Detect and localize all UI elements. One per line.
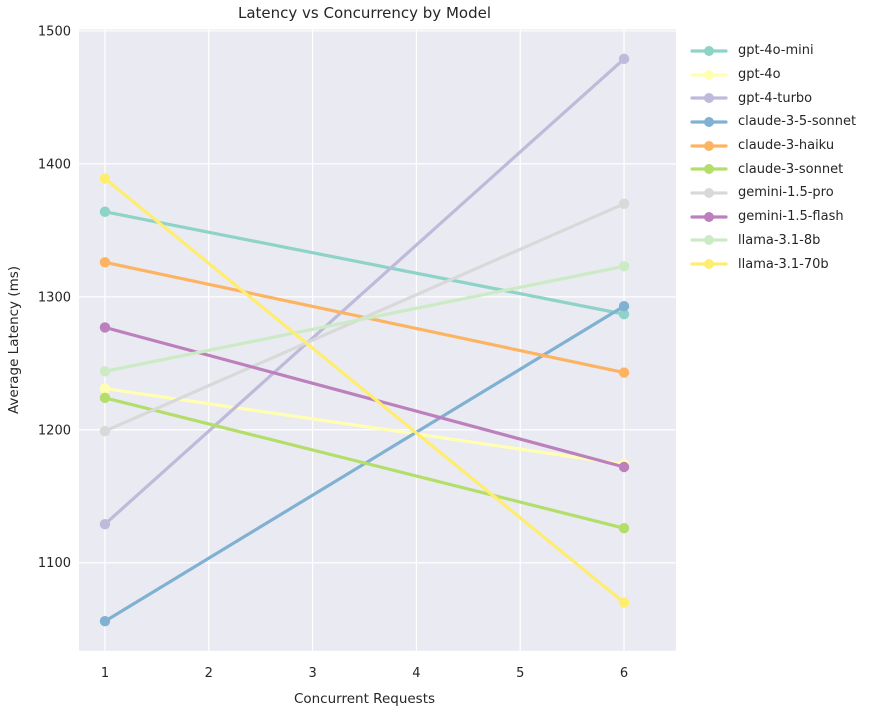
legend-item-claude-3-5-sonnet: claude-3-5-sonnet — [690, 110, 856, 134]
series-line-llama-3.1-8b — [103, 264, 626, 373]
legend-item-llama-3.1-70b: llama-3.1-70b — [690, 252, 856, 276]
series-line-gpt-4o-mini — [103, 210, 626, 316]
legend-line-marker-icon — [690, 69, 728, 80]
x-axis-label: Concurrent Requests — [294, 691, 435, 707]
plot-background-group — [79, 29, 676, 651]
series-line-llama-3.1-70b — [103, 176, 626, 605]
series-marker-gemini-1.5-flash-x1 — [99, 322, 111, 333]
legend-line-marker-icon — [690, 187, 728, 198]
tick-labels-group: 1100 1200 1300 1400 1500 1 2 3 4 5 6 — [38, 24, 628, 681]
series-marker-gpt-4o-mini-x1 — [99, 206, 111, 217]
series-marker-llama-3.1-70b-x6 — [618, 597, 630, 608]
plot-area-background — [79, 29, 676, 651]
series-line-gpt-4-turbo — [103, 57, 626, 526]
legend-dot-gpt-4o — [704, 69, 714, 80]
legend-item-gpt-4o-mini: gpt-4o-mini — [690, 39, 856, 63]
legend-label-claude-3-sonnet: claude-3-sonnet — [738, 161, 844, 177]
legend-item-gpt-4-turbo: gpt-4-turbo — [690, 86, 856, 110]
series-line-claude-3-sonnet — [103, 396, 626, 530]
series-marker-llama-3.1-70b-x1 — [99, 173, 111, 184]
y-axis-label: Average Latency (ms) — [6, 266, 22, 414]
legend-item-claude-3-sonnet: claude-3-sonnet — [690, 157, 856, 181]
legend-line-marker-icon — [690, 164, 728, 175]
series-marker-gemini-1.5-pro-x1 — [99, 425, 111, 437]
series-marker-llama-3.1-8b-x6 — [618, 261, 630, 272]
legend-label-claude-3-5-sonnet: claude-3-5-sonnet — [738, 114, 857, 130]
legend-line-marker-icon — [690, 116, 728, 127]
legend-line-marker-icon — [690, 93, 728, 104]
legend-dot-gpt-4-turbo — [704, 93, 714, 104]
series-marker-gpt-4-turbo-x6 — [618, 53, 630, 65]
legend: gpt-4o-mini gpt-4o gpt-4-turbo claude-3-5-s… — [690, 39, 856, 276]
legend-label-gemini-1.5-flash: gemini-1.5-flash — [738, 209, 844, 225]
y-tick-label-1100: 1100 — [38, 556, 71, 571]
series-marker-claude-3-sonnet-x6 — [618, 522, 630, 534]
x-tick-label-4: 4 — [412, 666, 420, 681]
legend-dot-llama-3.1-70b — [704, 259, 714, 270]
series-marker-llama-3.1-8b-x1 — [99, 366, 111, 377]
x-tick-label-2: 2 — [205, 666, 213, 681]
legend-line-marker-icon — [690, 211, 728, 222]
legend-dot-claude-3-sonnet — [704, 164, 714, 175]
x-tick-label-3: 3 — [308, 666, 316, 681]
legend-dot-claude-3-5-sonnet — [704, 116, 714, 127]
legend-dot-gemini-1.5-flash — [704, 211, 714, 222]
series-marker-gemini-1.5-flash-x6 — [618, 461, 630, 473]
series-marker-gpt-4o-mini-x6 — [618, 308, 630, 320]
legend-label-llama-3.1-8b: llama-3.1-8b — [738, 232, 821, 248]
series-group — [99, 53, 630, 627]
legend-dot-gemini-1.5-pro — [704, 187, 714, 198]
series-marker-claude-3-5-sonnet-x1 — [99, 616, 111, 627]
series-marker-claude-3-5-sonnet-x6 — [618, 300, 630, 312]
series-marker-claude-3-haiku-x6 — [618, 367, 630, 378]
legend-item-gemini-1.5-flash: gemini-1.5-flash — [690, 205, 856, 229]
legend-item-gemini-1.5-pro: gemini-1.5-pro — [690, 181, 856, 205]
legend-dot-claude-3-haiku — [704, 140, 714, 151]
y-tick-label-1300: 1300 — [38, 290, 71, 305]
legend-label-gemini-1.5-pro: gemini-1.5-pro — [738, 185, 834, 201]
legend-dot-llama-3.1-8b — [704, 235, 714, 246]
series-line-gpt-4o — [103, 386, 626, 466]
legend-label-llama-3.1-70b: llama-3.1-70b — [738, 256, 829, 272]
legend-line-marker-icon — [690, 235, 728, 246]
legend-item-gpt-4o: gpt-4o — [690, 63, 856, 87]
legend-label-gpt-4o: gpt-4o — [738, 67, 781, 83]
x-tick-label-6: 6 — [620, 666, 628, 681]
legend-line-marker-icon — [690, 45, 728, 56]
y-tick-label-1500: 1500 — [38, 24, 71, 39]
series-marker-gpt-4o-x1 — [99, 383, 111, 394]
legend-dot-gpt-4o-mini — [704, 45, 714, 56]
series-marker-claude-3-sonnet-x1 — [99, 392, 111, 404]
series-marker-gemini-1.5-pro-x6 — [618, 198, 630, 209]
legend-item-llama-3.1-8b: llama-3.1-8b — [690, 229, 856, 253]
chart-title: Latency vs Concurrency by Model — [238, 4, 491, 22]
legend-line-marker-icon — [690, 140, 728, 151]
series-line-gemini-1.5-flash — [103, 325, 626, 469]
y-tick-label-1400: 1400 — [38, 157, 71, 172]
series-marker-claude-3-haiku-x1 — [99, 257, 111, 268]
legend-label-gpt-4o-mini: gpt-4o-mini — [738, 43, 814, 59]
legend-label-gpt-4-turbo: gpt-4-turbo — [738, 90, 813, 106]
y-tick-label-1200: 1200 — [38, 423, 71, 438]
x-tick-label-5: 5 — [516, 666, 524, 681]
series-marker-gpt-4-turbo-x1 — [99, 518, 111, 530]
legend-line-marker-icon — [690, 259, 728, 270]
legend-label-claude-3-haiku: claude-3-haiku — [738, 138, 835, 154]
x-tick-label-1: 1 — [101, 666, 109, 681]
legend-item-claude-3-haiku: claude-3-haiku — [690, 134, 856, 158]
